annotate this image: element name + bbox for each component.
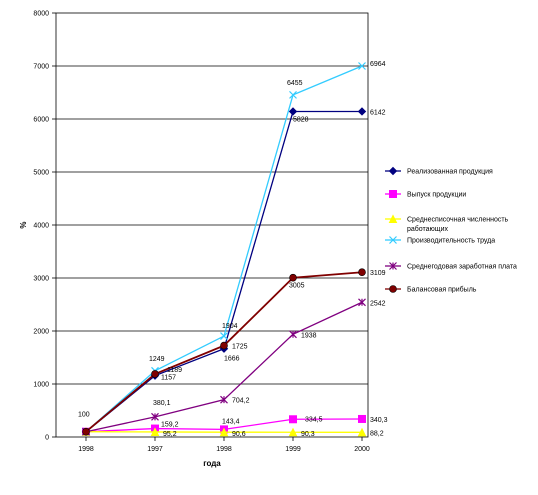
x-tick-label: 1998 xyxy=(78,446,94,453)
data-label: 3109 xyxy=(370,270,386,277)
legend-label: Балансовая прибыль xyxy=(407,286,477,294)
data-label: 704,2 xyxy=(232,398,250,405)
data-point xyxy=(289,90,297,99)
legend-marker xyxy=(389,262,397,270)
data-point xyxy=(358,62,366,70)
legend-label: Реализованная продукция xyxy=(407,169,493,176)
data-label: 143,4 xyxy=(222,418,240,425)
data-label: 1725 xyxy=(232,344,248,351)
data-label: 6455 xyxy=(287,80,303,87)
data-label: 1904 xyxy=(222,323,238,330)
data-point xyxy=(151,412,159,421)
x-tick-label: 2000 xyxy=(354,446,370,453)
data-label: 2542 xyxy=(370,300,386,307)
y-tick-label: 5000 xyxy=(33,170,49,177)
data-point xyxy=(357,107,367,116)
data-point xyxy=(288,427,298,437)
legend-marker xyxy=(388,214,398,223)
data-label: 6964 xyxy=(370,61,386,68)
y-tick-label: 7000 xyxy=(33,64,49,71)
data-label: 90,3 xyxy=(301,431,315,438)
y-tick-label: 4000 xyxy=(33,223,49,230)
data-label: 3005 xyxy=(289,283,305,290)
data-label: 1249 xyxy=(149,356,165,363)
data-point xyxy=(288,107,298,116)
data-point xyxy=(289,330,297,339)
data-point xyxy=(151,370,159,378)
data-label: 6142 xyxy=(370,109,386,116)
data-point xyxy=(358,414,366,423)
data-point xyxy=(220,395,228,404)
legend-label: работающих xyxy=(407,225,448,233)
data-point xyxy=(358,298,366,307)
data-label: 1189 xyxy=(167,367,182,374)
data-label: 5828 xyxy=(293,116,309,123)
legend-marker xyxy=(388,166,398,176)
data-point xyxy=(357,427,367,437)
x-axis-label: года xyxy=(203,459,221,468)
data-label: 380,1 xyxy=(153,400,171,407)
legend-label: Выпуск продукции xyxy=(407,192,466,199)
data-label: 1938 xyxy=(301,332,317,339)
data-point xyxy=(82,427,90,436)
y-tick-label: 1000 xyxy=(33,382,49,389)
data-label: 334,5 xyxy=(305,416,323,423)
data-point xyxy=(150,427,160,436)
legend-label: Производительность труда xyxy=(407,238,495,245)
legend-marker xyxy=(389,285,397,293)
data-label: 95,2 xyxy=(163,431,177,438)
data-point xyxy=(358,268,366,277)
data-label: 159,2 xyxy=(161,422,179,429)
data-label: 88,2 xyxy=(370,430,384,437)
legend-label: Среднегодовая заработная плата xyxy=(407,263,517,271)
legend-label: Среднесписочная численность xyxy=(407,217,509,224)
data-point xyxy=(289,273,297,282)
data-label: 90,6 xyxy=(232,431,246,438)
x-tick-label: 1997 xyxy=(147,446,163,453)
data-label: 1666 xyxy=(224,356,240,363)
y-tick-label: 6000 xyxy=(33,117,49,124)
y-tick-label: 3000 xyxy=(33,276,49,283)
y-tick-label: 0 xyxy=(45,435,49,442)
y-tick-label: 2000 xyxy=(33,329,49,336)
data-point xyxy=(289,415,297,424)
data-point xyxy=(220,341,228,350)
legend-marker xyxy=(389,190,397,198)
data-label: 100 xyxy=(78,412,90,419)
y-tick-label: 8000 xyxy=(33,11,49,18)
legend-marker xyxy=(389,236,397,244)
x-tick-label: 1999 xyxy=(285,446,301,453)
x-tick-label: 1998 xyxy=(216,446,232,453)
data-point xyxy=(219,427,229,437)
data-label: 340,3 xyxy=(370,417,388,424)
y-axis-label: % xyxy=(19,221,28,228)
data-point xyxy=(220,332,228,341)
data-label: 1157 xyxy=(161,375,176,382)
